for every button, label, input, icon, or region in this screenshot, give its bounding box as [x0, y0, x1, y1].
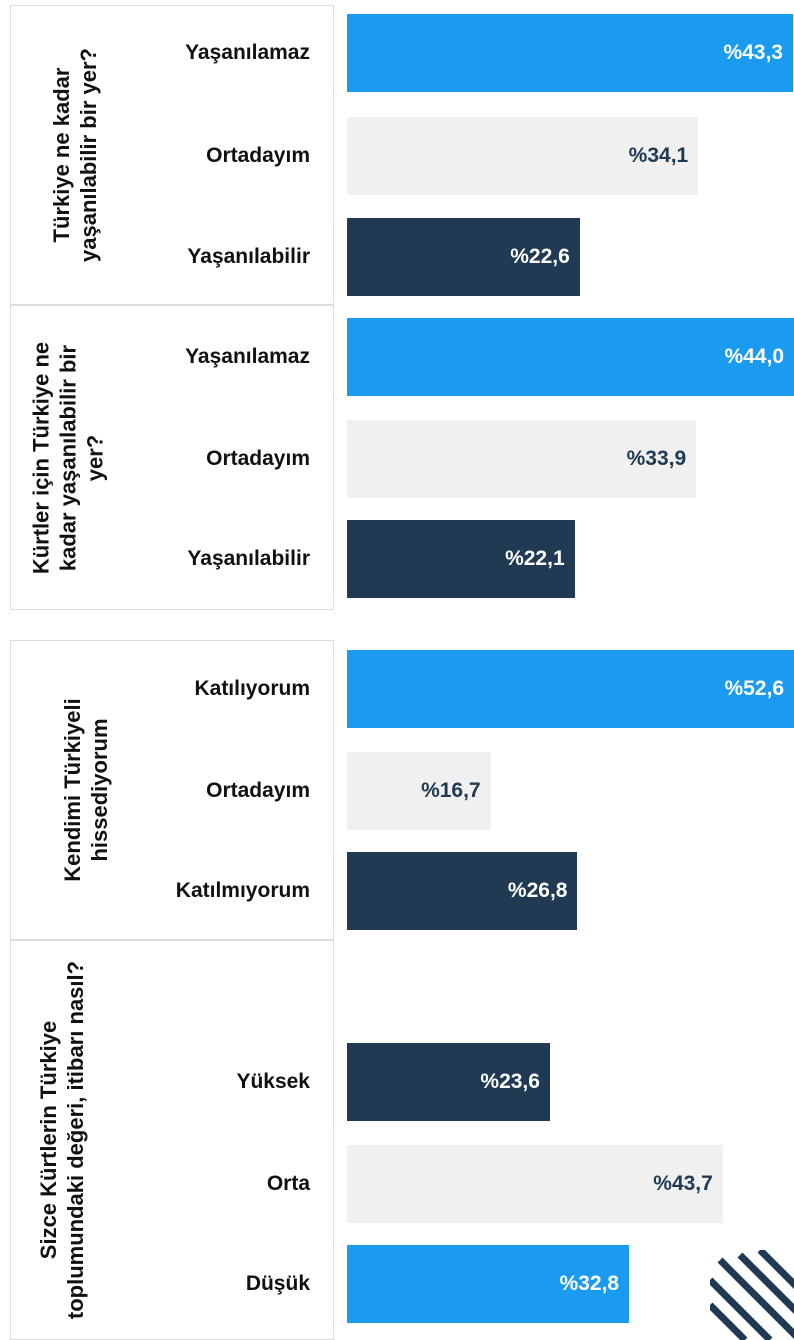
- category-label: Yaşanılabilir: [187, 547, 310, 570]
- group-panel: [10, 5, 334, 305]
- category-label: Ortadayım: [206, 779, 310, 802]
- category-label: Katılmıyorum: [175, 879, 310, 902]
- group-title: Sizce Kürtlerin Türkiye toplumundaki değ…: [36, 960, 88, 1320]
- value-label: %52,6: [724, 677, 784, 700]
- group-panel: [10, 305, 334, 610]
- value-label: %22,6: [510, 245, 570, 268]
- value-label: %16,7: [421, 779, 481, 802]
- category-label: Orta: [266, 1172, 310, 1195]
- bar: [347, 117, 699, 195]
- category-label: Ortadayım: [206, 447, 310, 470]
- value-label: %32,8: [559, 1272, 620, 1295]
- bar: [347, 1145, 723, 1223]
- bar: [347, 1043, 550, 1121]
- bar: [347, 218, 580, 296]
- value-label: %26,8: [507, 879, 568, 902]
- bar: [347, 318, 794, 396]
- value-label: %34,1: [628, 144, 689, 167]
- value-label: %43,3: [723, 41, 783, 64]
- group-title: Kendimi Türkiyeli hissediyorum: [60, 698, 112, 882]
- value-label: %33,9: [626, 447, 687, 470]
- bar: [347, 420, 697, 498]
- bar: [347, 852, 578, 930]
- category-label: Ortadayım: [206, 144, 310, 167]
- value-label: %43,7: [653, 1172, 713, 1195]
- category-label: Yaşanılamaz: [185, 345, 310, 368]
- value-label: %44,0: [724, 345, 784, 368]
- group-title: Türkiye ne kadar yaşanılabilir bir yer?: [49, 48, 101, 262]
- value-label: %22,1: [505, 547, 565, 570]
- category-label: Düşük: [245, 1272, 310, 1295]
- category-label: Katılıyorum: [194, 677, 310, 700]
- value-label: %23,6: [480, 1070, 540, 1093]
- decoration: [710, 1250, 794, 1340]
- bar: [347, 650, 794, 728]
- category-label: Yaşanılabilir: [187, 245, 310, 268]
- category-label: Yüksek: [236, 1070, 310, 1093]
- group-panel: [10, 640, 334, 940]
- bar: [347, 752, 491, 830]
- bar: [347, 14, 793, 92]
- category-label: Yaşanılamaz: [185, 41, 310, 64]
- bar: [347, 1245, 630, 1323]
- bar: [347, 520, 575, 598]
- group-title: Kürtler için Türkiye ne kadar yaşanılabi…: [28, 341, 108, 574]
